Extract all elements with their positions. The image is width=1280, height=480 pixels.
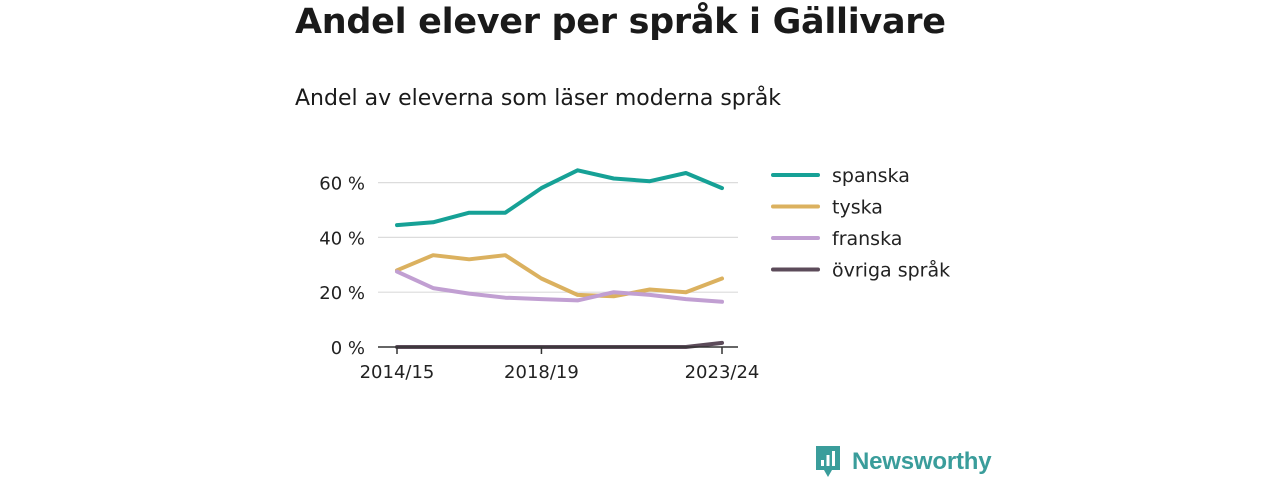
y-tick-label: 40 % (319, 228, 365, 249)
newsworthy-icon (816, 446, 840, 477)
legend-label: tyska (832, 197, 883, 219)
legend-label: franska (832, 228, 902, 250)
series-line-franska (395, 269, 724, 304)
series-line-spanska (395, 168, 724, 228)
x-tick-label: 2014/15 (360, 362, 435, 383)
brand-name: Newsworthy (852, 448, 992, 475)
y-tick-label: 20 % (319, 283, 365, 304)
y-tick-label: 60 % (319, 174, 365, 195)
series-line-tyska (395, 253, 724, 299)
x-tick-label: 2018/19 (504, 362, 579, 383)
legend-label: spanska (832, 165, 910, 187)
x-tick-label: 2023/24 (685, 362, 760, 383)
legend-label: övriga språk (832, 259, 950, 282)
chart-title: Andel elever per språk i Gällivare (295, 2, 946, 42)
y-tick-label: 0 % (331, 338, 365, 359)
chart-subtitle: Andel av eleverna som läser moderna språ… (295, 86, 782, 111)
newsworthy-logo: Newsworthy (814, 444, 992, 480)
